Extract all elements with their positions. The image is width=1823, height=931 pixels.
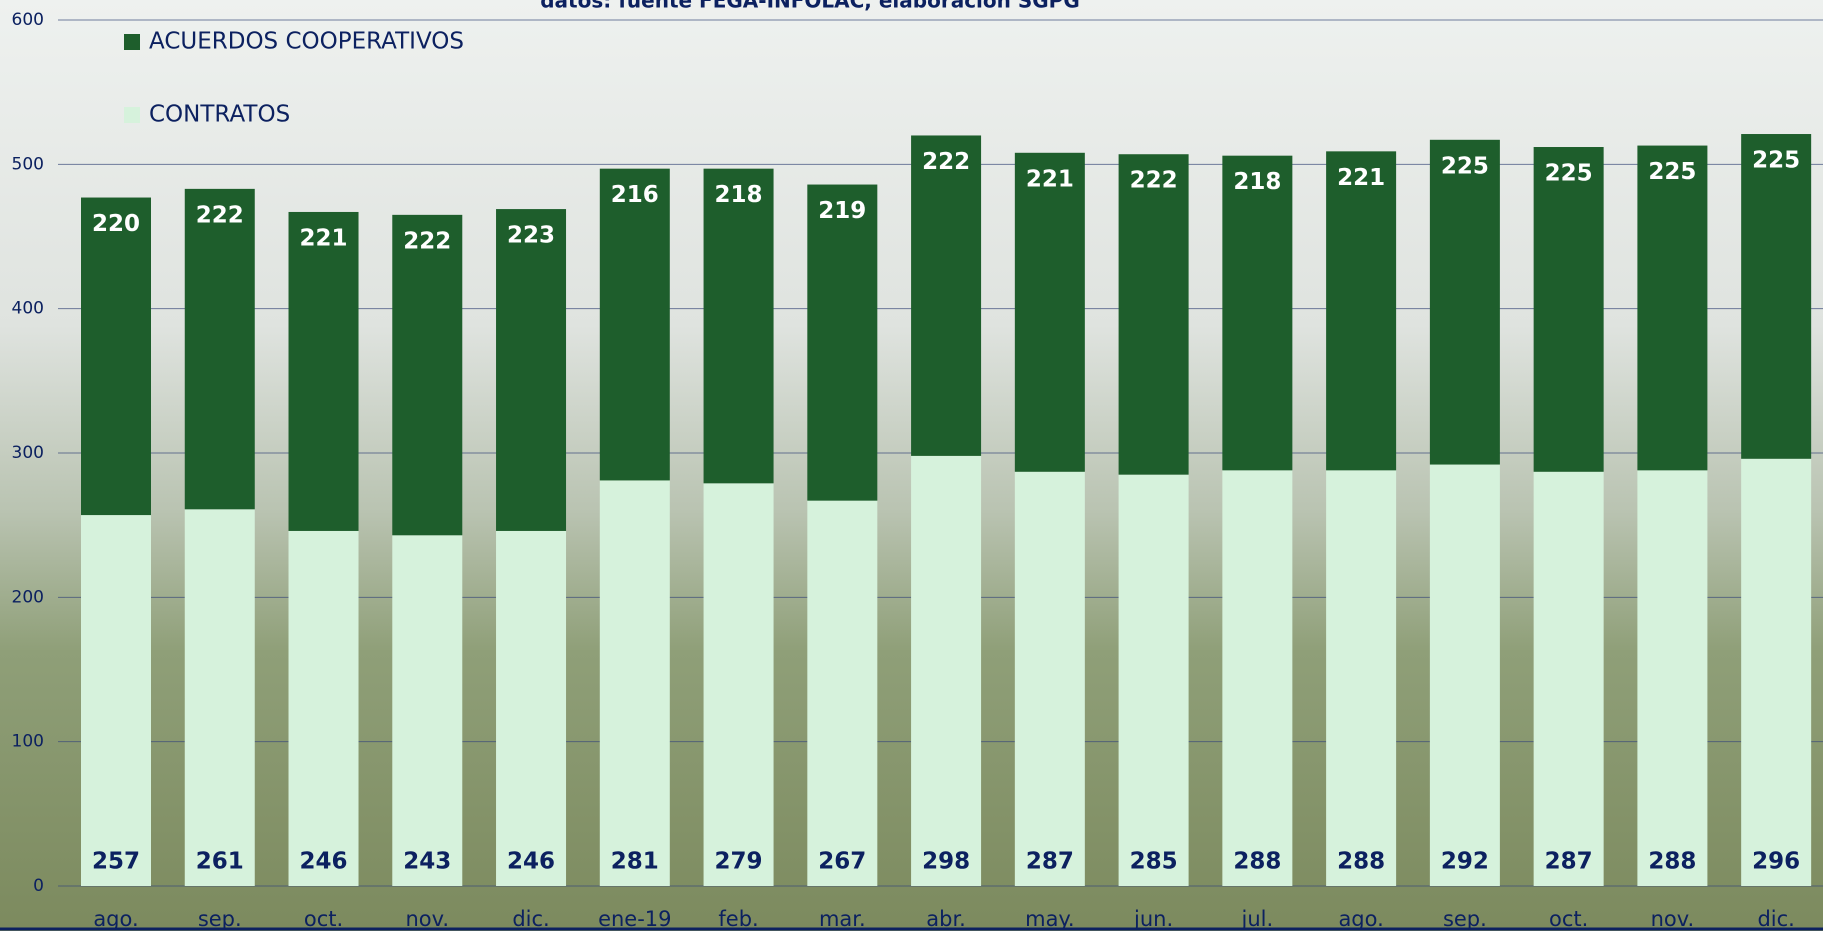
bar-segment bbox=[1118, 154, 1189, 475]
value-label: 288 bbox=[1233, 849, 1281, 875]
bar-segment bbox=[184, 188, 255, 510]
value-label: 298 bbox=[922, 849, 970, 875]
x-tick-label: nov. bbox=[1651, 907, 1695, 931]
value-label: 223 bbox=[507, 223, 555, 249]
value-label: 225 bbox=[1752, 148, 1800, 174]
value-label: 281 bbox=[611, 849, 659, 875]
x-tick-label: ene-19 bbox=[598, 907, 671, 931]
value-label: 218 bbox=[1233, 169, 1281, 195]
x-tick-label: feb. bbox=[718, 907, 758, 931]
value-label: 219 bbox=[818, 198, 866, 224]
bar-segment bbox=[288, 211, 359, 531]
y-tick-label: 300 bbox=[12, 443, 44, 463]
x-tick-label: nov. bbox=[405, 907, 449, 931]
legend: ACUERDOS COOPERATIVOS CONTRATOS bbox=[124, 29, 464, 128]
value-label: 257 bbox=[92, 849, 140, 875]
x-tick-label: sep. bbox=[1443, 907, 1487, 931]
value-label: 222 bbox=[196, 202, 244, 228]
bar-segment bbox=[807, 500, 878, 886]
value-label: 222 bbox=[1130, 168, 1178, 194]
bar-segment bbox=[911, 455, 982, 886]
y-tick-label: 500 bbox=[12, 154, 44, 174]
x-tick-label: sep. bbox=[198, 907, 242, 931]
bar-segment bbox=[392, 214, 463, 536]
value-label: 220 bbox=[92, 211, 140, 237]
value-label: 221 bbox=[1337, 165, 1385, 191]
bar-segment bbox=[599, 480, 670, 886]
x-tick-label: ago. bbox=[93, 907, 138, 931]
value-label: 221 bbox=[300, 225, 348, 251]
legend-label: CONTRATOS bbox=[149, 102, 290, 128]
value-label: 261 bbox=[196, 849, 244, 875]
bar-segment bbox=[1429, 139, 1500, 465]
y-tick-label: 0 bbox=[33, 876, 44, 896]
value-label: 292 bbox=[1441, 849, 1489, 875]
value-label: 267 bbox=[818, 849, 866, 875]
value-label: 287 bbox=[1026, 849, 1074, 875]
value-label: 222 bbox=[922, 149, 970, 175]
x-tick-label: jun. bbox=[1133, 907, 1173, 931]
value-label: 246 bbox=[300, 849, 348, 875]
value-label: 246 bbox=[507, 849, 555, 875]
bar-segment bbox=[1326, 151, 1397, 471]
bar-segment bbox=[184, 509, 255, 886]
value-label: 287 bbox=[1545, 849, 1593, 875]
bar-segment bbox=[1429, 464, 1500, 886]
bar-segment bbox=[1326, 470, 1397, 886]
y-tick-label: 400 bbox=[12, 299, 44, 319]
value-label: 216 bbox=[611, 182, 659, 208]
value-label: 225 bbox=[1648, 159, 1696, 185]
x-tick-label: oct. bbox=[1549, 907, 1588, 931]
x-tick-label: dic. bbox=[1757, 907, 1794, 931]
bar-segment bbox=[1637, 470, 1708, 886]
bar-segment bbox=[1741, 458, 1812, 886]
bar-segment bbox=[807, 184, 878, 501]
bar-segment bbox=[1222, 470, 1293, 886]
value-label: 285 bbox=[1130, 849, 1178, 875]
legend-label: ACUERDOS COOPERATIVOS bbox=[149, 29, 464, 55]
bar-segment bbox=[392, 535, 463, 886]
value-label: 279 bbox=[715, 849, 763, 875]
value-label: 296 bbox=[1752, 849, 1800, 875]
legend-swatch bbox=[124, 34, 140, 50]
bar-segment bbox=[1222, 155, 1293, 471]
bar-segment bbox=[1637, 145, 1708, 471]
value-label: 288 bbox=[1648, 849, 1696, 875]
bar-segment bbox=[599, 168, 670, 481]
x-tick-label: jul. bbox=[1241, 907, 1274, 931]
bar-segment bbox=[496, 209, 567, 531]
bar-segment bbox=[1741, 134, 1812, 459]
y-tick-label: 600 bbox=[12, 10, 44, 30]
value-label: 218 bbox=[715, 182, 763, 208]
x-tick-label: mar. bbox=[819, 907, 866, 931]
legend-swatch bbox=[124, 107, 140, 123]
bar-segment bbox=[1118, 474, 1189, 886]
value-label: 221 bbox=[1026, 166, 1074, 192]
bar-segment bbox=[911, 135, 982, 456]
x-tick-label: oct. bbox=[304, 907, 343, 931]
bar-segment bbox=[1014, 152, 1085, 472]
bar-segment bbox=[288, 530, 359, 886]
bar-segment bbox=[1533, 147, 1604, 472]
value-label: 225 bbox=[1441, 153, 1489, 179]
y-tick-label: 100 bbox=[12, 732, 44, 752]
bar-segment bbox=[496, 530, 567, 886]
y-tick-label: 200 bbox=[12, 587, 44, 607]
bar-segment bbox=[1533, 471, 1604, 886]
value-label: 243 bbox=[403, 849, 451, 875]
bar-segment bbox=[703, 168, 774, 484]
x-tick-label: may. bbox=[1025, 907, 1074, 931]
bar-segment bbox=[81, 197, 151, 516]
bar-segment bbox=[81, 515, 151, 886]
value-label: 225 bbox=[1545, 161, 1593, 187]
value-label: 288 bbox=[1337, 849, 1385, 875]
bar-segment bbox=[703, 483, 774, 886]
value-label: 222 bbox=[403, 228, 451, 254]
subtitle: datos: fuente FEGA-INFOLAC, elaboración … bbox=[540, 0, 1080, 13]
x-tick-label: ago. bbox=[1338, 907, 1383, 931]
x-tick-label: abr. bbox=[926, 907, 966, 931]
bar-segment bbox=[1014, 471, 1085, 886]
x-tick-label: dic. bbox=[512, 907, 549, 931]
